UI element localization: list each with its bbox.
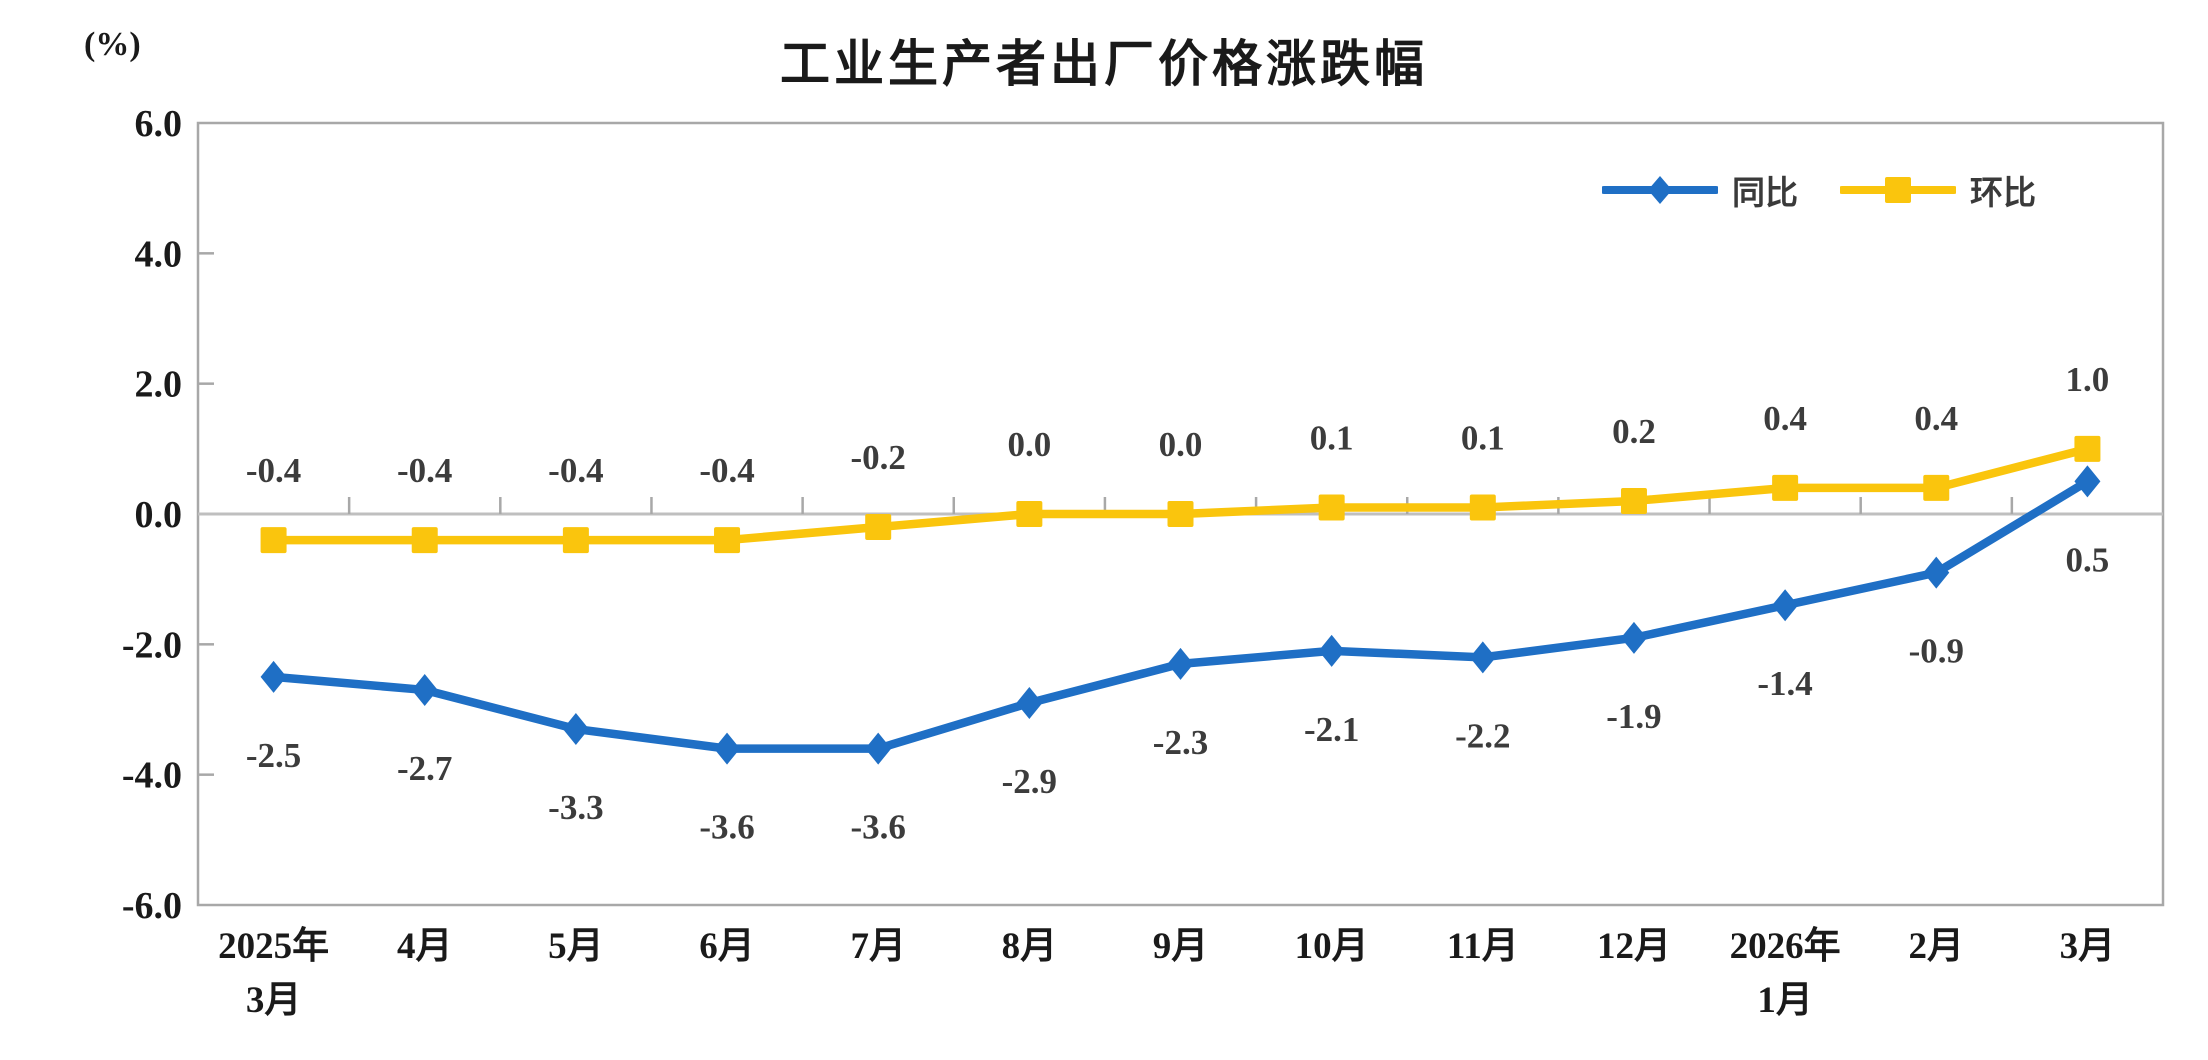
series-yoy-marker [865,732,892,765]
x-axis-tick-label: 8月 [1002,926,1058,967]
series-mom-data-label: -0.4 [548,451,603,490]
series-yoy-data-label: -1.4 [1757,664,1812,703]
series-yoy-data-label: -2.2 [1455,716,1510,755]
y-axis-tick-label: 4.0 [135,233,183,275]
series-mom-data-label: 0.1 [1461,418,1505,457]
x-axis-tick-label: 4月 [397,926,453,967]
series-yoy-marker [1318,634,1345,667]
x-axis-tick-label: 3月 [2060,926,2116,967]
series-mom-marker [260,527,287,554]
series-mom-marker [1016,501,1043,527]
series-mom-marker [562,527,589,554]
series-mom-marker [411,527,438,554]
x-axis-tick-label: 10月 [1295,926,1369,967]
y-axis-tick-label: 6.0 [135,103,183,145]
series-yoy-marker [260,660,287,693]
x-axis-tick-label: 12月 [1597,926,1671,967]
legend: 同比 环比 [1602,166,2036,214]
y-axis-tick-label: 0.0 [135,494,183,536]
legend-label-mom: 环比 [1970,176,2036,212]
series-mom-data-label: 0.0 [1007,425,1051,464]
series-yoy-data-label: 0.5 [2066,540,2110,579]
series-mom-data-label: -0.4 [246,451,301,490]
series-yoy-data-label: -2.1 [1304,710,1359,749]
x-axis-tick-label: 6月 [699,926,755,967]
series-mom-data-label: 0.0 [1159,425,1203,464]
series-yoy-marker [1469,641,1496,674]
x-axis-tick-label: 7月 [850,926,906,967]
legend-item-mom: 环比 [1840,166,2036,214]
series-yoy-marker [411,673,438,706]
series-yoy-data-label: -2.5 [246,736,301,775]
series-mom-marker [1620,487,1647,514]
y-axis-tick-label: -6.0 [122,885,182,927]
series-mom-marker [1167,501,1194,527]
series-mom-marker [865,514,892,541]
series-mom-marker [1772,474,1799,501]
x-axis-tick-label: 3月 [246,980,302,1021]
series-yoy-marker [1016,686,1043,719]
legend-diamond-swatch-icon [1602,176,1718,204]
series-yoy-data-label: -2.9 [1002,762,1057,801]
series-yoy-marker [2074,465,2101,498]
x-axis-tick-label: 1月 [1757,980,1813,1021]
series-yoy-data-label: -1.9 [1606,697,1661,736]
legend-label-yoy: 同比 [1732,176,1798,212]
series-yoy-data-label: -3.6 [850,808,905,847]
x-axis-tick-label: 2026年 [1730,925,1841,967]
x-axis-tick-label: 2025年 [218,925,329,967]
series-mom-data-label: 0.2 [1612,412,1656,451]
legend-item-yoy: 同比 [1602,166,1798,214]
x-axis-tick-label: 5月 [548,926,604,967]
series-mom-data-label: 0.4 [1763,399,1807,438]
y-axis-unit-label: (%) [84,26,141,63]
series-yoy-marker [562,713,589,746]
series-mom-marker [2074,435,2101,462]
chart-title: 工业生产者出厂价格涨跌幅 [780,35,1428,93]
series-yoy-marker [1772,589,1799,622]
series-yoy-marker [1167,647,1194,680]
series-yoy-marker [714,732,741,765]
x-axis-tick-label: 2月 [1909,926,1965,967]
series-mom-marker [1469,494,1496,521]
series-mom-marker [1923,474,1950,501]
series-yoy-marker [1923,556,1950,589]
x-axis-tick-label: 9月 [1153,926,1209,967]
series-mom-marker [1318,494,1345,521]
series-yoy-data-label: -3.3 [548,788,603,827]
legend-square-swatch-icon [1840,177,1956,203]
series-mom-marker [714,527,741,554]
series-mom-data-label: -0.4 [397,451,452,490]
series-yoy-data-label: -2.7 [397,749,452,788]
series-mom-data-label: 1.0 [2066,360,2110,399]
x-axis-tick-label: 11月 [1447,926,1519,967]
series-mom-data-label: -0.2 [850,438,905,477]
y-axis-tick-label: 2.0 [135,364,183,406]
y-axis-tick-label: -4.0 [122,755,182,797]
series-mom-data-label: 0.1 [1310,418,1354,457]
series-yoy-data-label: -0.9 [1909,632,1964,671]
series-yoy-data-label: -3.6 [699,808,754,847]
series-mom-data-label: 0.4 [1914,399,1958,438]
series-yoy-marker [1620,621,1647,654]
y-axis-tick-label: -2.0 [122,624,182,666]
series-mom-data-label: -0.4 [699,451,754,490]
series-yoy-data-label: -2.3 [1153,723,1208,762]
